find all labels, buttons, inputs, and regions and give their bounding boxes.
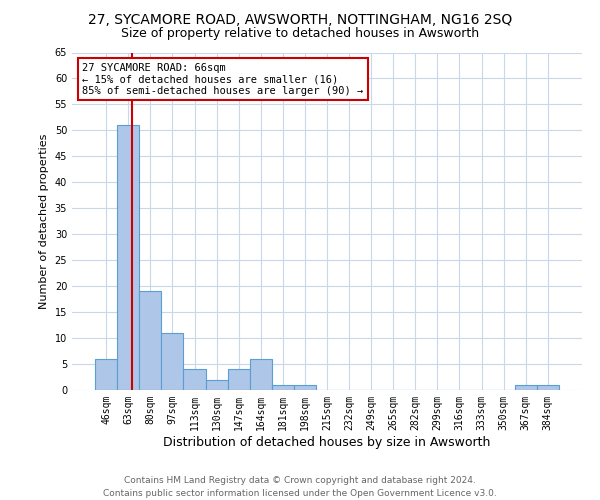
Bar <box>184 369 206 390</box>
Bar <box>161 333 184 390</box>
Bar <box>272 385 294 390</box>
Bar <box>206 380 227 390</box>
Y-axis label: Number of detached properties: Number of detached properties <box>39 134 49 309</box>
Bar <box>515 385 537 390</box>
Text: Contains HM Land Registry data © Crown copyright and database right 2024.
Contai: Contains HM Land Registry data © Crown c… <box>103 476 497 498</box>
Bar <box>294 385 316 390</box>
Text: 27 SYCAMORE ROAD: 66sqm
← 15% of detached houses are smaller (16)
85% of semi-de: 27 SYCAMORE ROAD: 66sqm ← 15% of detache… <box>82 62 364 96</box>
Text: Size of property relative to detached houses in Awsworth: Size of property relative to detached ho… <box>121 28 479 40</box>
Bar <box>227 369 250 390</box>
Text: 27, SYCAMORE ROAD, AWSWORTH, NOTTINGHAM, NG16 2SQ: 27, SYCAMORE ROAD, AWSWORTH, NOTTINGHAM,… <box>88 12 512 26</box>
Bar <box>95 359 117 390</box>
X-axis label: Distribution of detached houses by size in Awsworth: Distribution of detached houses by size … <box>163 436 491 448</box>
Bar <box>537 385 559 390</box>
Bar <box>250 359 272 390</box>
Bar <box>139 292 161 390</box>
Bar <box>117 125 139 390</box>
